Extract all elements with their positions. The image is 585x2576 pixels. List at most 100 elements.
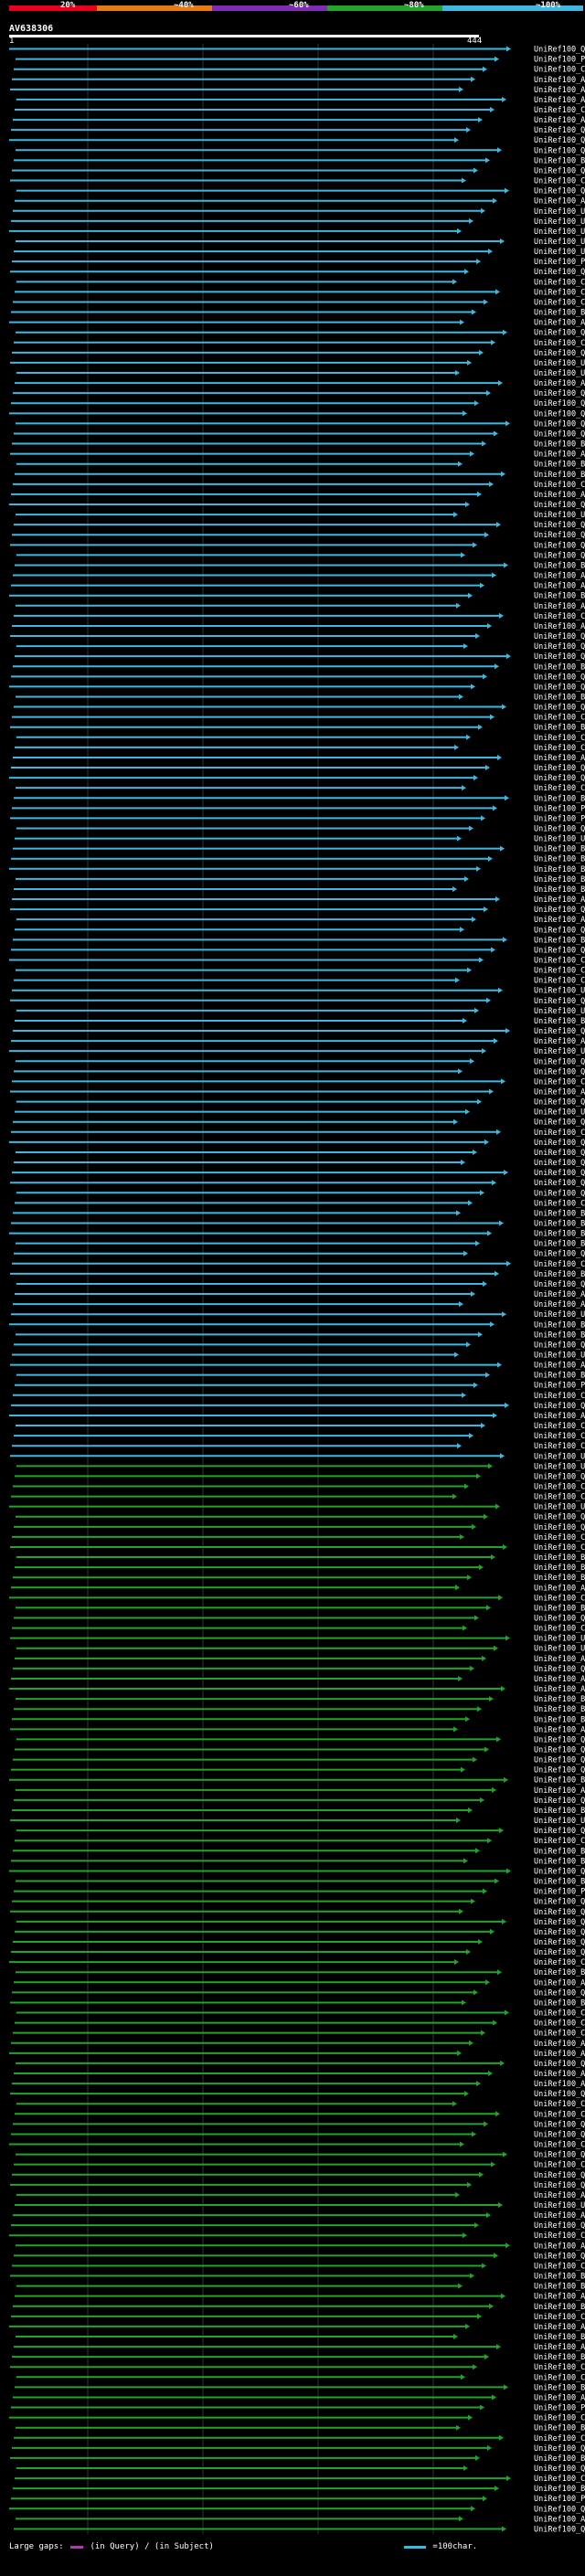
hit-row[interactable]: UniRef100_C4QP69 (12, 2262, 585, 2271)
hit-name-link[interactable]: UniRef100_A6N615 (534, 896, 585, 905)
hit-row[interactable]: UniRef100_C4LTS8 (9, 2414, 585, 2423)
hit-row[interactable]: UniRef100_UP000... (16, 1007, 585, 1016)
hit-row[interactable]: UniRef100_UP000... (10, 1817, 585, 1826)
hit-row[interactable]: UniRef100_UP000... (15, 1108, 585, 1118)
hit-row[interactable]: UniRef100_B6N825 (16, 1372, 585, 1381)
hit-name-link[interactable]: UniRef100_A9NWU9 (534, 491, 585, 500)
hit-row[interactable]: UniRef100_C3X456 (15, 744, 585, 753)
hit-row[interactable]: UniRef100_C5FC6S (12, 1077, 585, 1087)
hit-row[interactable]: UniRef100_Q6BKH8 (12, 2171, 585, 2180)
hit-name-link[interactable]: UniRef100_C1I1Z6 (534, 1392, 585, 1401)
hit-row[interactable]: UniRef100_C5YY24 (12, 1260, 585, 1269)
hit-row[interactable]: UniRef100_Q6VE37 (11, 399, 585, 408)
hit-name-link[interactable]: UniRef100_Q2F8K5 (534, 1341, 585, 1350)
hit-row[interactable]: UniRef100_A9P1N7 (10, 451, 585, 460)
hit-name-link[interactable]: UniRef100_B9SL88 (534, 794, 585, 803)
hit-name-link[interactable]: UniRef100_Q1GZ81 (534, 1898, 585, 1907)
hit-name-link[interactable]: UniRef100_C1HB19 (534, 1483, 585, 1492)
hit-row[interactable]: UniRef100_Q6DIV0 (16, 187, 585, 196)
hit-name-link[interactable]: UniRef100_P25387 (534, 56, 585, 65)
hit-name-link[interactable]: UniRef100_C4JRS6 (534, 1958, 585, 1967)
hit-name-link[interactable]: UniRef100_Q9FXM6 (534, 126, 585, 135)
hit-name-link[interactable]: UniRef100_C3MFL3 (534, 2141, 585, 2150)
hit-name-link[interactable]: UniRef100_B8BD72 (534, 156, 585, 165)
hit-row[interactable]: UniRef100_Q98QS0 (13, 1118, 585, 1128)
hit-name-link[interactable]: UniRef100_A9XEM9 (534, 602, 585, 611)
hit-row[interactable]: UniRef100_B3RW27 (9, 1230, 585, 1239)
hit-name-link[interactable]: UniRef100_B4LCS2 (534, 1847, 585, 1856)
hit-row[interactable]: UniRef100_B4DVQ2 (15, 1564, 585, 1573)
hit-name-link[interactable]: UniRef100_UP000... (534, 1462, 585, 1471)
hit-row[interactable]: UniRef100_Q8JJ09 (15, 1472, 585, 1481)
hit-name-link[interactable]: UniRef100_Q39336 (534, 632, 585, 641)
hit-row[interactable]: UniRef100_Q9S139 (16, 1149, 585, 1158)
hit-row[interactable]: UniRef100_A5KW08 (12, 2080, 585, 2089)
hit-name-link[interactable]: UniRef100_C4YT14 (534, 2100, 585, 2109)
hit-name-link[interactable]: UniRef100_B3BF24 (534, 1240, 585, 1249)
hit-row[interactable]: UniRef100_Q5KVP6 (12, 166, 585, 175)
hit-name-link[interactable]: UniRef100_Q24D42 (534, 2221, 585, 2231)
hit-row[interactable]: UniRef100_UP000... (16, 238, 585, 247)
hit-name-link[interactable]: UniRef100_C9Y4Q0 (534, 1422, 585, 1431)
hit-name-link[interactable]: UniRef100_Q21164 (534, 136, 585, 145)
hit-name-link[interactable]: UniRef100_B2CKV1 (534, 1604, 585, 1613)
hit-row[interactable]: UniRef100_C4YBT9 (14, 2161, 585, 2170)
hit-row[interactable]: UniRef100_B4JEI0 (16, 875, 585, 885)
hit-name-link[interactable]: UniRef100_A5K514 (534, 2050, 585, 2059)
hit-row[interactable]: UniRef100_B7G365 (13, 663, 585, 672)
hit-row[interactable]: UniRef100_B4FKM1 (10, 1270, 585, 1279)
hit-name-link[interactable]: UniRef100_C6TJD3 (534, 714, 585, 723)
hit-name-link[interactable]: UniRef100_Q8NBR0 (534, 1513, 585, 1522)
hit-name-link[interactable]: UniRef100_Q3E9G4 (534, 429, 585, 439)
hit-name-link[interactable]: UniRef100_B4KUT6 (534, 1807, 585, 1816)
hit-row[interactable]: UniRef100_A9TLL0 (16, 96, 585, 105)
hit-row[interactable]: UniRef100_C5DGD7 (9, 2231, 585, 2241)
hit-name-link[interactable]: UniRef100_B4E0C3 (534, 461, 585, 470)
hit-row[interactable]: UniRef100_C1GGP5 (14, 339, 585, 348)
hit-name-link[interactable]: UniRef100_Q19640 (534, 906, 585, 915)
hit-row[interactable]: UniRef100_Q0C5Y4 (10, 2181, 585, 2190)
hit-name-link[interactable]: UniRef100_C1BL45 (534, 1533, 585, 1542)
hit-name-link[interactable]: UniRef100_B3N6P5 (534, 885, 585, 895)
hit-name-link[interactable]: UniRef100_C1GGP5 (534, 339, 585, 348)
hit-name-link[interactable]: UniRef100_UP000... (534, 228, 585, 237)
hit-name-link[interactable]: UniRef100_UP000... (534, 217, 585, 227)
hit-name-link[interactable]: UniRef100_C3KHC5 (534, 784, 585, 793)
hit-name-link[interactable]: UniRef100_B4H3F2 (534, 1968, 585, 1977)
hit-name-link[interactable]: UniRef100_B7QF56 (534, 1776, 585, 1786)
hit-name-link[interactable]: UniRef100_Q2GUE1 (534, 1098, 585, 1108)
hit-row[interactable]: UniRef100_Q4D7N2 (9, 2505, 585, 2514)
hit-name-link[interactable]: UniRef100_Q8LAF2 (534, 652, 585, 662)
hit-name-link[interactable]: UniRef100_B7FJT0 (534, 724, 585, 733)
hit-name-link[interactable]: UniRef100_A7PH35 (534, 572, 585, 581)
hit-row[interactable]: UniRef100_Q0QN69 (12, 2444, 585, 2454)
hit-name-link[interactable]: UniRef100_P49026 (534, 804, 585, 813)
hit-row[interactable]: UniRef100_P38011 (11, 2404, 585, 2413)
hit-name-link[interactable]: UniRef100_Q4YX96 (534, 2151, 585, 2160)
hit-row[interactable]: UniRef100_Q1T3P0 (11, 2130, 585, 2139)
hit-name-link[interactable]: UniRef100_B4TY82 (534, 2273, 585, 2282)
hit-row[interactable]: UniRef100_C9Y4Q0 (16, 1422, 585, 1431)
hit-name-link[interactable]: UniRef100_A9YTH2 (534, 197, 585, 207)
hit-row[interactable]: UniRef100_B9SHH9 (12, 2353, 585, 2362)
hit-name-link[interactable]: UniRef100_A7S9W5 (534, 622, 585, 631)
hit-row[interactable]: UniRef100_Q00327 (16, 146, 585, 155)
hit-row[interactable]: UniRef100_Q2V994 (9, 501, 585, 510)
hit-row[interactable]: UniRef100_Q8LAF2 (15, 652, 585, 662)
hit-row[interactable]: UniRef100_UP000... (13, 207, 585, 217)
hit-row[interactable]: UniRef100_Q6CN17 (14, 2252, 585, 2261)
hit-row[interactable]: UniRef100_Q4P8R4 (16, 824, 585, 833)
hit-row[interactable]: UniRef100_B6TV37 (9, 592, 585, 601)
hit-name-link[interactable]: UniRef100_A9H6E0 (534, 1786, 585, 1796)
hit-row[interactable]: UniRef100_A7LH77 (14, 1978, 585, 1988)
hit-name-link[interactable]: UniRef100_C5FC6S (534, 1077, 585, 1087)
hit-name-link[interactable]: UniRef100_Q8JJ09 (534, 1472, 585, 1481)
hit-name-link[interactable]: UniRef100_B7G365 (534, 663, 585, 672)
hit-row[interactable]: UniRef100_Q39836 (11, 764, 585, 773)
hit-name-link[interactable]: UniRef100_Q6BKH8 (534, 2171, 585, 2180)
hit-row[interactable]: UniRef100_Q4F0A9 (16, 1735, 585, 1744)
hit-name-link[interactable]: UniRef100_C4Q387 (534, 2434, 585, 2443)
hit-row[interactable]: UniRef100_C1BL45 (12, 1533, 585, 1542)
hit-row[interactable]: UniRef100_B6Q1C2 (16, 1695, 585, 1704)
hit-name-link[interactable]: UniRef100_A5E792 (534, 2211, 585, 2221)
